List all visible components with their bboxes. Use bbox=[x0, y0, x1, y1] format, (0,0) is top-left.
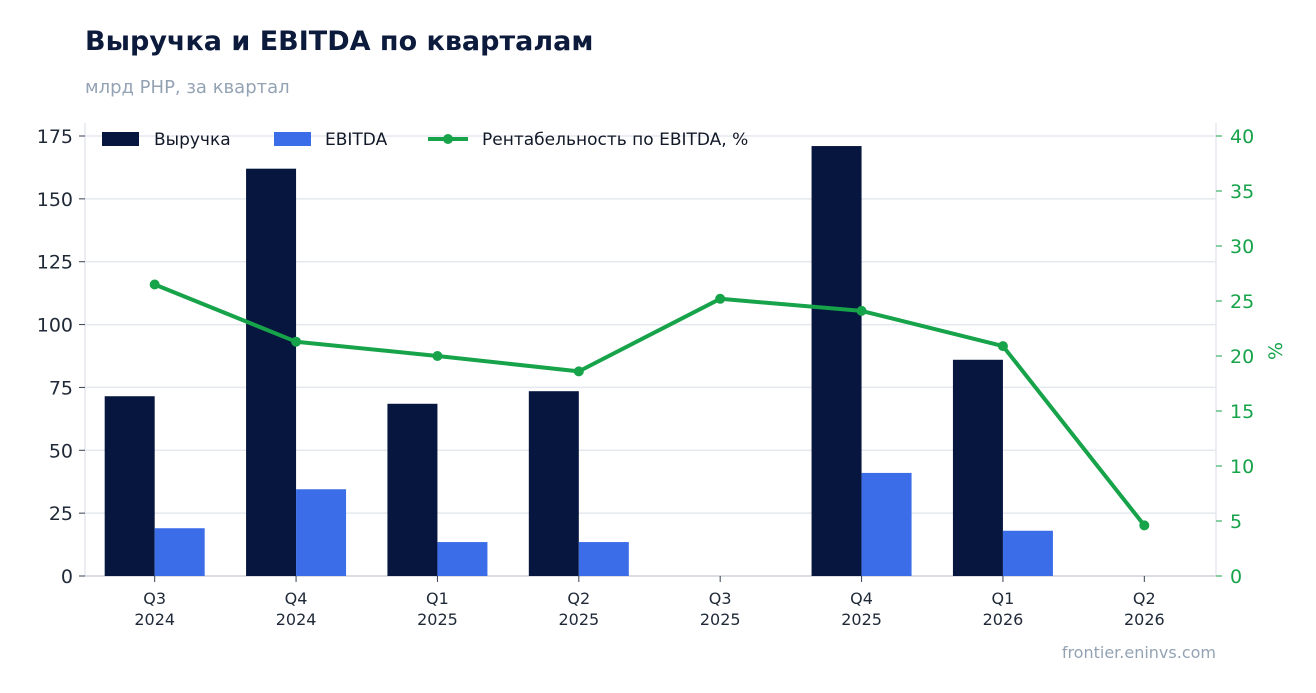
x-tick-label-quarter: Q4 bbox=[850, 589, 873, 608]
x-tick-label-year: 2024 bbox=[134, 610, 175, 629]
x-tick-label-quarter: Q3 bbox=[709, 589, 732, 608]
bar-revenue bbox=[387, 403, 438, 576]
x-tick-label-quarter: Q4 bbox=[285, 589, 308, 608]
x-tick-label-year: 2025 bbox=[417, 610, 458, 629]
y-right-tick-label: 5 bbox=[1230, 511, 1242, 533]
y-right-tick-label: 15 bbox=[1230, 401, 1254, 423]
chart-subtitle: млрд PHP, за квартал bbox=[85, 77, 290, 98]
legend-label-ebitda: EBITDA bbox=[325, 130, 388, 150]
bar-ebitda bbox=[861, 472, 912, 576]
x-tick-label-year: 2026 bbox=[983, 610, 1024, 629]
x-tick-label-year: 2025 bbox=[841, 610, 882, 629]
y-right-tick-label: 35 bbox=[1230, 181, 1254, 203]
y-left-tick-label: 75 bbox=[49, 377, 73, 399]
y-left-tick-label: 0 bbox=[61, 566, 73, 588]
point-ebitda-margin bbox=[1139, 520, 1150, 531]
legend-label-margin: Рентабельность по EBITDA, % bbox=[482, 130, 748, 150]
x-tick-label-quarter: Q1 bbox=[992, 589, 1015, 608]
point-ebitda-margin bbox=[997, 341, 1008, 352]
point-ebitda-margin bbox=[149, 279, 160, 290]
x-tick-label-year: 2026 bbox=[1124, 610, 1165, 629]
chart-title: Выручка и EBITDA по кварталам bbox=[85, 26, 594, 57]
bar-ebitda bbox=[154, 528, 205, 576]
bar-ebitda bbox=[578, 542, 629, 576]
point-ebitda-margin bbox=[432, 351, 443, 361]
y-right-tick-label: 25 bbox=[1230, 291, 1254, 313]
y-left-tick-label: 175 bbox=[37, 126, 73, 148]
point-ebitda-margin bbox=[573, 366, 584, 377]
point-ebitda-margin bbox=[715, 293, 726, 304]
line-ebitda-margin bbox=[153, 282, 1146, 527]
y-left-tick-label: 25 bbox=[49, 503, 73, 525]
y-right-axis-label: % bbox=[1265, 342, 1287, 360]
y-right-tick-label: 0 bbox=[1230, 566, 1242, 588]
source-credit: frontier.eninvs.com bbox=[1061, 643, 1216, 662]
bar-revenue bbox=[246, 168, 297, 576]
y-right-tick-label: 40 bbox=[1230, 126, 1254, 148]
x-tick-label-quarter: Q2 bbox=[567, 589, 590, 608]
y-right-tick-label: 10 bbox=[1230, 456, 1254, 478]
y-left-tick-label: 100 bbox=[37, 315, 73, 337]
y-right-tick-label: 30 bbox=[1230, 236, 1254, 258]
point-ebitda-margin bbox=[291, 336, 302, 347]
bar-revenue bbox=[528, 391, 579, 576]
bar-revenue bbox=[952, 359, 1003, 576]
bar-ebitda bbox=[1002, 530, 1053, 576]
x-tick-label-year: 2025 bbox=[700, 610, 741, 629]
y-right-tick-label: 20 bbox=[1230, 346, 1254, 368]
point-ebitda-margin bbox=[856, 305, 867, 316]
bar-revenue bbox=[104, 396, 155, 576]
x-tick-label-quarter: Q1 bbox=[426, 589, 449, 608]
y-left-tick-label: 125 bbox=[37, 252, 73, 274]
y-left-tick-label: 150 bbox=[37, 189, 73, 211]
legend-swatch-margin-marker bbox=[443, 134, 453, 144]
bar-ebitda bbox=[296, 489, 347, 576]
bar-ebitda bbox=[437, 542, 488, 576]
x-tick-label-year: 2024 bbox=[276, 610, 317, 629]
x-tick-label-quarter: Q2 bbox=[1133, 589, 1156, 608]
bar-revenue bbox=[811, 146, 862, 577]
y-left-tick-label: 50 bbox=[49, 440, 73, 462]
legend-label-revenue: Выручка bbox=[154, 130, 231, 150]
x-tick-label-year: 2025 bbox=[558, 610, 599, 629]
x-tick-label-quarter: Q3 bbox=[143, 589, 166, 608]
legend-swatch-ebitda bbox=[274, 132, 311, 146]
legend-swatch-revenue bbox=[102, 132, 139, 146]
